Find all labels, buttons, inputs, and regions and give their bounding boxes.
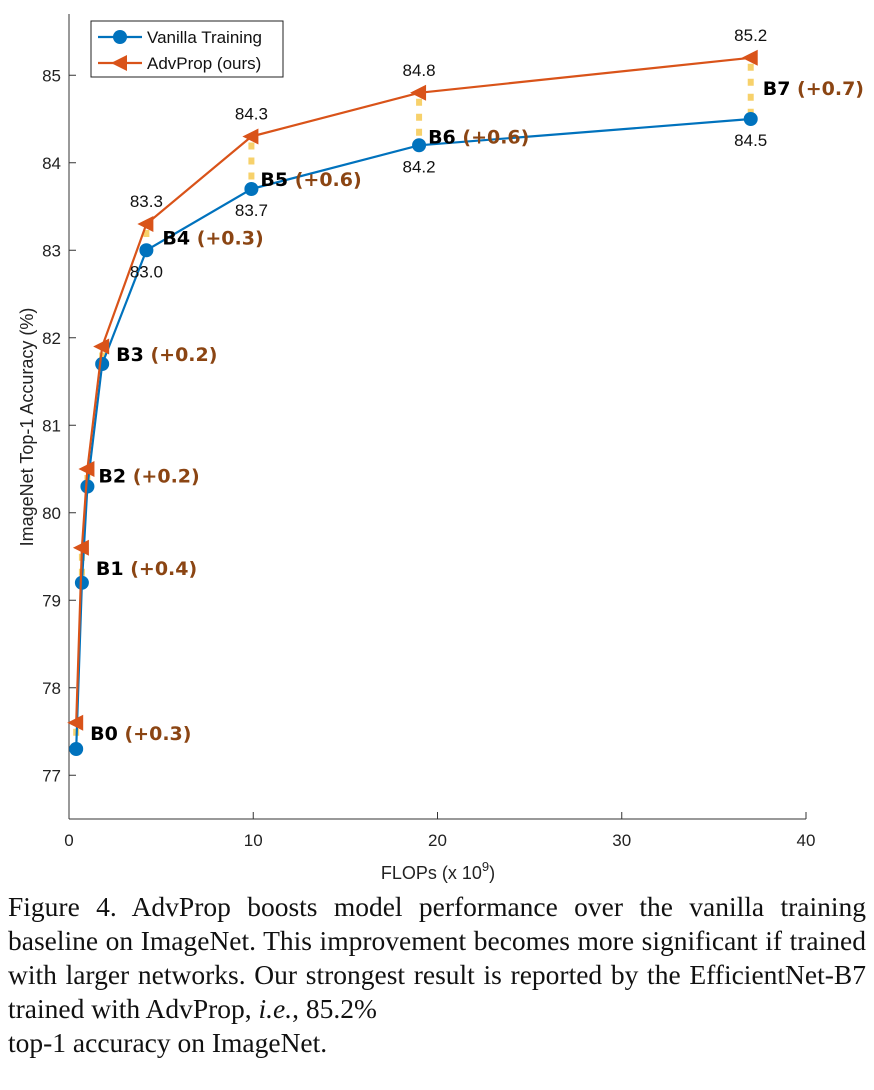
advprop-point: [93, 338, 110, 355]
y-tick-label: 79: [42, 591, 61, 610]
point-value-label: 83.0: [130, 262, 163, 281]
series-layer: [67, 49, 758, 756]
y-tick-label: 82: [42, 329, 61, 348]
y-axis-label: ImageNet Top-1 Accuracy (%): [17, 308, 37, 547]
advprop-point: [67, 714, 84, 731]
model-name-label: B4: [162, 227, 196, 249]
y-tick-label: 78: [42, 679, 61, 698]
model-annotation: B7 (+0.7): [763, 78, 864, 100]
gain-label: (+0.3): [125, 723, 192, 745]
legend-marker-advprop: [111, 55, 127, 71]
x-tick-label: 10: [244, 831, 263, 850]
vanilla-point: [80, 479, 95, 494]
x-axis-label-base: FLOPs (x 10: [381, 863, 482, 883]
point-value-label: 84.8: [403, 61, 436, 80]
advprop-point: [741, 49, 758, 66]
caption-tail: , 85.2%: [292, 993, 377, 1024]
point-value-label: 84.2: [403, 157, 436, 176]
legend-marker-vanilla: [113, 30, 127, 44]
gain-label: (+0.4): [130, 558, 197, 580]
axes-layer: 77 78 79 80 81 82 83 84 85 0 10 20 30 40: [42, 14, 815, 850]
model-name-label: B5: [260, 169, 294, 191]
y-tick-label: 81: [42, 416, 61, 435]
gain-label: (+0.2): [150, 344, 217, 366]
vanilla-point: [743, 112, 758, 126]
model-name-label: B7: [763, 78, 797, 100]
gain-label: (+0.6): [295, 169, 362, 191]
x-tick-label: 0: [64, 831, 73, 850]
x-tick-label: 20: [428, 831, 447, 850]
caption-emphasis: i.e.: [258, 993, 293, 1024]
x-axis-label-exponent: 9: [482, 859, 489, 874]
model-annotation: B6 (+0.6): [428, 126, 529, 148]
y-tick-label: 85: [42, 66, 61, 85]
y-tick-label: 84: [42, 154, 61, 173]
model-name-label: B1: [96, 558, 130, 580]
advprop-point: [137, 216, 154, 232]
vanilla-point: [412, 138, 427, 153]
gain-label: (+0.3): [197, 227, 264, 249]
figure-caption: Figure 4. AdvProp boosts model performan…: [8, 890, 866, 1060]
gain-label: (+0.7): [797, 78, 864, 100]
gain-label: (+0.2): [133, 466, 200, 488]
vanilla-point: [139, 243, 154, 258]
vanilla-point: [74, 575, 89, 590]
advprop-point: [72, 539, 89, 556]
series-line-vanilla: [75, 117, 751, 750]
point-value-label: 84.3: [235, 105, 268, 124]
vanilla-point: [244, 182, 259, 196]
y-tick-label: 77: [42, 766, 61, 785]
legend: Vanilla Training AdvProp (ours): [90, 20, 284, 78]
x-axis-label: FLOPs (x 109): [381, 859, 495, 883]
model-annotation: B5 (+0.6): [260, 169, 361, 191]
vanilla-point: [95, 357, 110, 371]
model-annotation: B0 (+0.3): [90, 723, 191, 745]
x-tick-label: 40: [797, 831, 816, 850]
gain-label: (+0.6): [462, 126, 529, 148]
labels-layer: B0 (+0.3)B1 (+0.4)B2 (+0.2)B3 (+0.2)B4 (…: [90, 26, 864, 745]
advprop-point: [242, 128, 259, 145]
caption-body: Figure 4. AdvProp boosts model performan…: [8, 891, 866, 1024]
advprop-point: [78, 461, 95, 477]
point-value-label: 84.5: [734, 131, 767, 150]
model-annotation: B3 (+0.2): [116, 344, 217, 366]
series-line-advprop: [75, 56, 751, 723]
model-annotation: B1 (+0.4): [96, 558, 197, 580]
point-value-label: 83.7: [235, 201, 268, 220]
model-annotation: B4 (+0.3): [162, 227, 263, 249]
model-name-label: B2: [98, 466, 132, 488]
advprop-point: [410, 84, 427, 101]
model-annotation: B2 (+0.2): [98, 466, 199, 488]
model-name-label: B6: [428, 126, 462, 148]
caption-last-line: top-1 accuracy on ImageNet.: [8, 1027, 328, 1058]
x-axis-label-close: ): [489, 863, 495, 883]
x-tick-label: 30: [612, 831, 631, 850]
point-value-label: 83.3: [130, 192, 163, 211]
model-name-label: B3: [116, 344, 150, 366]
y-tick-label: 80: [42, 504, 61, 523]
legend-label-vanilla: Vanilla Training: [147, 28, 262, 47]
y-tick-label: 83: [42, 241, 61, 260]
legend-label-advprop: AdvProp (ours): [147, 54, 261, 73]
model-name-label: B0: [90, 723, 124, 745]
point-value-label: 85.2: [734, 26, 767, 45]
accuracy-vs-flops-chart: 77 78 79 80 81 82 83 84 85 0 10 20 30 40 B0 (+0.3) B1 …: [17, 14, 864, 883]
vanilla-point: [69, 742, 84, 756]
